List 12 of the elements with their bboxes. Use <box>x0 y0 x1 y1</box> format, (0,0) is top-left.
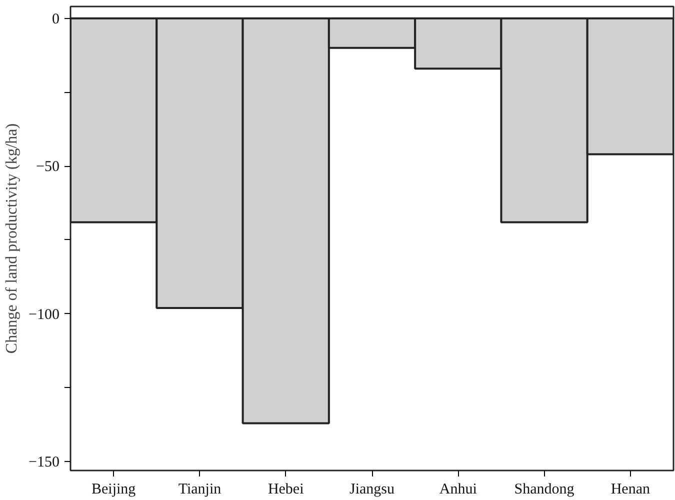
y-axis-title: Change of land productivity (kg/ha) <box>4 123 21 354</box>
y-tick-label: −100 <box>28 306 60 323</box>
x-tick-label: Jiangsu <box>350 482 395 498</box>
y-tick-label: −150 <box>28 454 60 471</box>
x-tick-label: Beijing <box>91 482 136 498</box>
x-tick-label: Anhui <box>439 482 477 498</box>
x-tick-label: Tianjin <box>178 482 222 498</box>
y-tick-label: −50 <box>36 159 60 176</box>
y-tick-label: 0 <box>52 11 60 28</box>
x-tick-label: Hebei <box>268 482 304 498</box>
x-tick-label: Shandong <box>514 482 575 498</box>
x-tick-label: Henan <box>610 482 651 498</box>
